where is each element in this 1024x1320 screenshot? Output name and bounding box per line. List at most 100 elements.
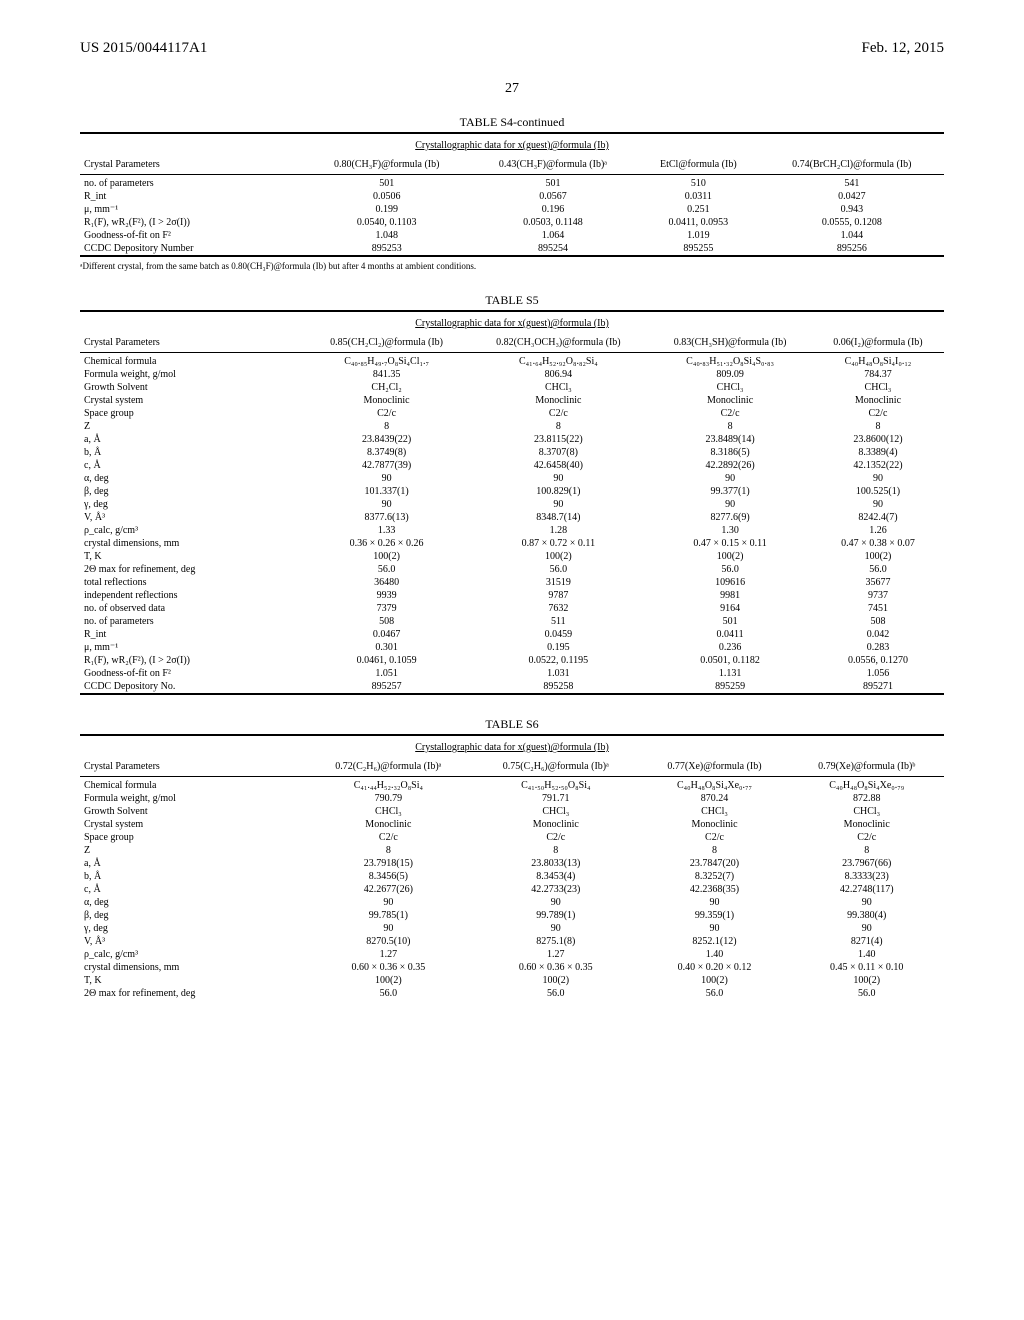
value-cell: CHCl₃ [305, 805, 472, 818]
table-row: R₁(F), wR₂(F²), (I > 2σ(I))0.0461, 0.105… [80, 654, 944, 667]
table-s5-param-header: Crystal Parameters [80, 333, 305, 353]
value-cell: C₄₁.₅₀H₅₂.₅₀O₈Si₄ [472, 779, 639, 792]
value-cell: 23.8600(12) [812, 433, 944, 446]
value-cell: 8.3749(8) [305, 446, 469, 459]
table-row: Growth SolventCHCl₃CHCl₃CHCl₃CHCl₃ [80, 805, 944, 818]
value-cell: 90 [469, 498, 649, 511]
value-cell: 0.0556, 0.1270 [812, 654, 944, 667]
value-cell: 8 [305, 844, 472, 857]
table-row: Crystal systemMonoclinicMonoclinicMonocl… [80, 394, 944, 407]
value-cell: 0.943 [760, 203, 944, 216]
value-cell: CHCl₃ [789, 805, 944, 818]
value-cell: Monoclinic [640, 818, 790, 831]
table-s4-subtitle: Crystallographic data for x(guest)@formu… [80, 136, 944, 155]
value-cell: 0.0522, 0.1195 [469, 654, 649, 667]
value-cell: C₄₀.₈₃H₅₁.₃₂O₈Si₄S₀.₈₃ [648, 355, 812, 368]
value-cell: Monoclinic [789, 818, 944, 831]
table-row: R_int0.05060.05670.03110.0427 [80, 190, 944, 203]
value-cell: 23.7847(20) [640, 857, 790, 870]
value-cell: 1.051 [305, 667, 469, 680]
table-row: crystal dimensions, mm0.60 × 0.36 × 0.35… [80, 961, 944, 974]
param-cell: c, Å [80, 883, 305, 896]
value-cell: 510 [637, 177, 760, 190]
value-cell: 90 [812, 472, 944, 485]
param-cell: R_int [80, 190, 305, 203]
table-row: 2Θ max for refinement, deg56.056.056.056… [80, 563, 944, 576]
table-row: β, deg99.785(1)99.789(1)99.359(1)99.380(… [80, 909, 944, 922]
param-cell: V, Å³ [80, 511, 305, 524]
table-s6: TABLE S6 Crystallographic data for x(gue… [80, 717, 944, 1000]
value-cell: 23.8489(14) [648, 433, 812, 446]
value-cell: 101.337(1) [305, 485, 469, 498]
table-s6-subtitle: Crystallographic data for x(guest)@formu… [80, 738, 944, 757]
value-cell: 1.27 [305, 948, 472, 961]
value-cell: 56.0 [789, 987, 944, 1000]
param-cell: b, Å [80, 870, 305, 883]
param-cell: Goodness-of-fit on F² [80, 229, 305, 242]
value-cell: C2/c [789, 831, 944, 844]
value-cell: 9939 [305, 589, 469, 602]
param-cell: total reflections [80, 576, 305, 589]
value-cell: 23.8439(22) [305, 433, 469, 446]
param-cell: γ, deg [80, 498, 305, 511]
param-cell: ρ_calc, g/cm³ [80, 524, 305, 537]
value-cell: 90 [305, 472, 469, 485]
value-cell: CHCl₃ [648, 381, 812, 394]
value-cell: 7632 [469, 602, 649, 615]
value-cell: 1.30 [648, 524, 812, 537]
table-row: no. of parameters501501510541 [80, 177, 944, 190]
table-row: Crystal systemMonoclinicMonoclinicMonocl… [80, 818, 944, 831]
value-cell: 0.47 × 0.15 × 0.11 [648, 537, 812, 550]
value-cell: 8270.5(10) [305, 935, 472, 948]
value-cell: 8 [305, 420, 469, 433]
table-row: CCDC Depository Number895253895254895255… [80, 242, 944, 256]
table-row: ρ_calc, g/cm³1.331.281.301.26 [80, 524, 944, 537]
value-cell: 0.45 × 0.11 × 0.10 [789, 961, 944, 974]
value-cell: C2/c [812, 407, 944, 420]
table-row: c, Å42.2677(26)42.2733(23)42.2368(35)42.… [80, 883, 944, 896]
param-cell: independent reflections [80, 589, 305, 602]
value-cell: 1.33 [305, 524, 469, 537]
value-cell: 0.60 × 0.36 × 0.35 [305, 961, 472, 974]
value-cell: 8.3333(23) [789, 870, 944, 883]
value-cell: 0.60 × 0.36 × 0.35 [472, 961, 639, 974]
value-cell: 9981 [648, 589, 812, 602]
value-cell: C₄₀H₄₈O₈Si₄Xe₀.₇₇ [640, 779, 790, 792]
param-cell: Space group [80, 831, 305, 844]
value-cell: 895259 [648, 680, 812, 694]
table-s6-colhead-3: 0.79(Xe)@formula (Ib)ᵇ [789, 757, 944, 777]
value-cell: 56.0 [640, 987, 790, 1000]
value-cell: 99.789(1) [472, 909, 639, 922]
table-row: a, Å23.7918(15)23.8033(13)23.7847(20)23.… [80, 857, 944, 870]
value-cell: 806.94 [469, 368, 649, 381]
value-cell: Monoclinic [305, 394, 469, 407]
value-cell: CHCl₃ [472, 805, 639, 818]
value-cell: 501 [305, 177, 469, 190]
value-cell: 90 [469, 472, 649, 485]
param-cell: R₁(F), wR₂(F²), (I > 2σ(I)) [80, 216, 305, 229]
value-cell: C2/c [469, 407, 649, 420]
value-cell: C2/c [472, 831, 639, 844]
param-cell: c, Å [80, 459, 305, 472]
value-cell: 0.0501, 0.1182 [648, 654, 812, 667]
table-row: Goodness-of-fit on F²1.0511.0311.1311.05… [80, 667, 944, 680]
param-cell: CCDC Depository No. [80, 680, 305, 694]
value-cell: 56.0 [648, 563, 812, 576]
param-cell: Growth Solvent [80, 381, 305, 394]
table-s5-colhead-0: 0.85(CH₂Cl₂)@formula (Ib) [305, 333, 469, 353]
value-cell: 100(2) [648, 550, 812, 563]
value-cell: 8242.4(7) [812, 511, 944, 524]
value-cell: 0.195 [469, 641, 649, 654]
table-s5-colhead-1: 0.82(CH₃OCH₃)@formula (Ib) [469, 333, 649, 353]
table-row: CCDC Depository No.895257895258895259895… [80, 680, 944, 694]
param-cell: μ, mm⁻¹ [80, 641, 305, 654]
param-cell: γ, deg [80, 922, 305, 935]
param-cell: crystal dimensions, mm [80, 537, 305, 550]
value-cell: 0.47 × 0.38 × 0.07 [812, 537, 944, 550]
value-cell: 100(2) [812, 550, 944, 563]
value-cell: Monoclinic [305, 818, 472, 831]
table-row: Z8888 [80, 844, 944, 857]
table-s4-caption: TABLE S4-continued [80, 115, 944, 130]
param-cell: β, deg [80, 909, 305, 922]
table-s6-colhead-2: 0.77(Xe)@formula (Ib) [640, 757, 790, 777]
